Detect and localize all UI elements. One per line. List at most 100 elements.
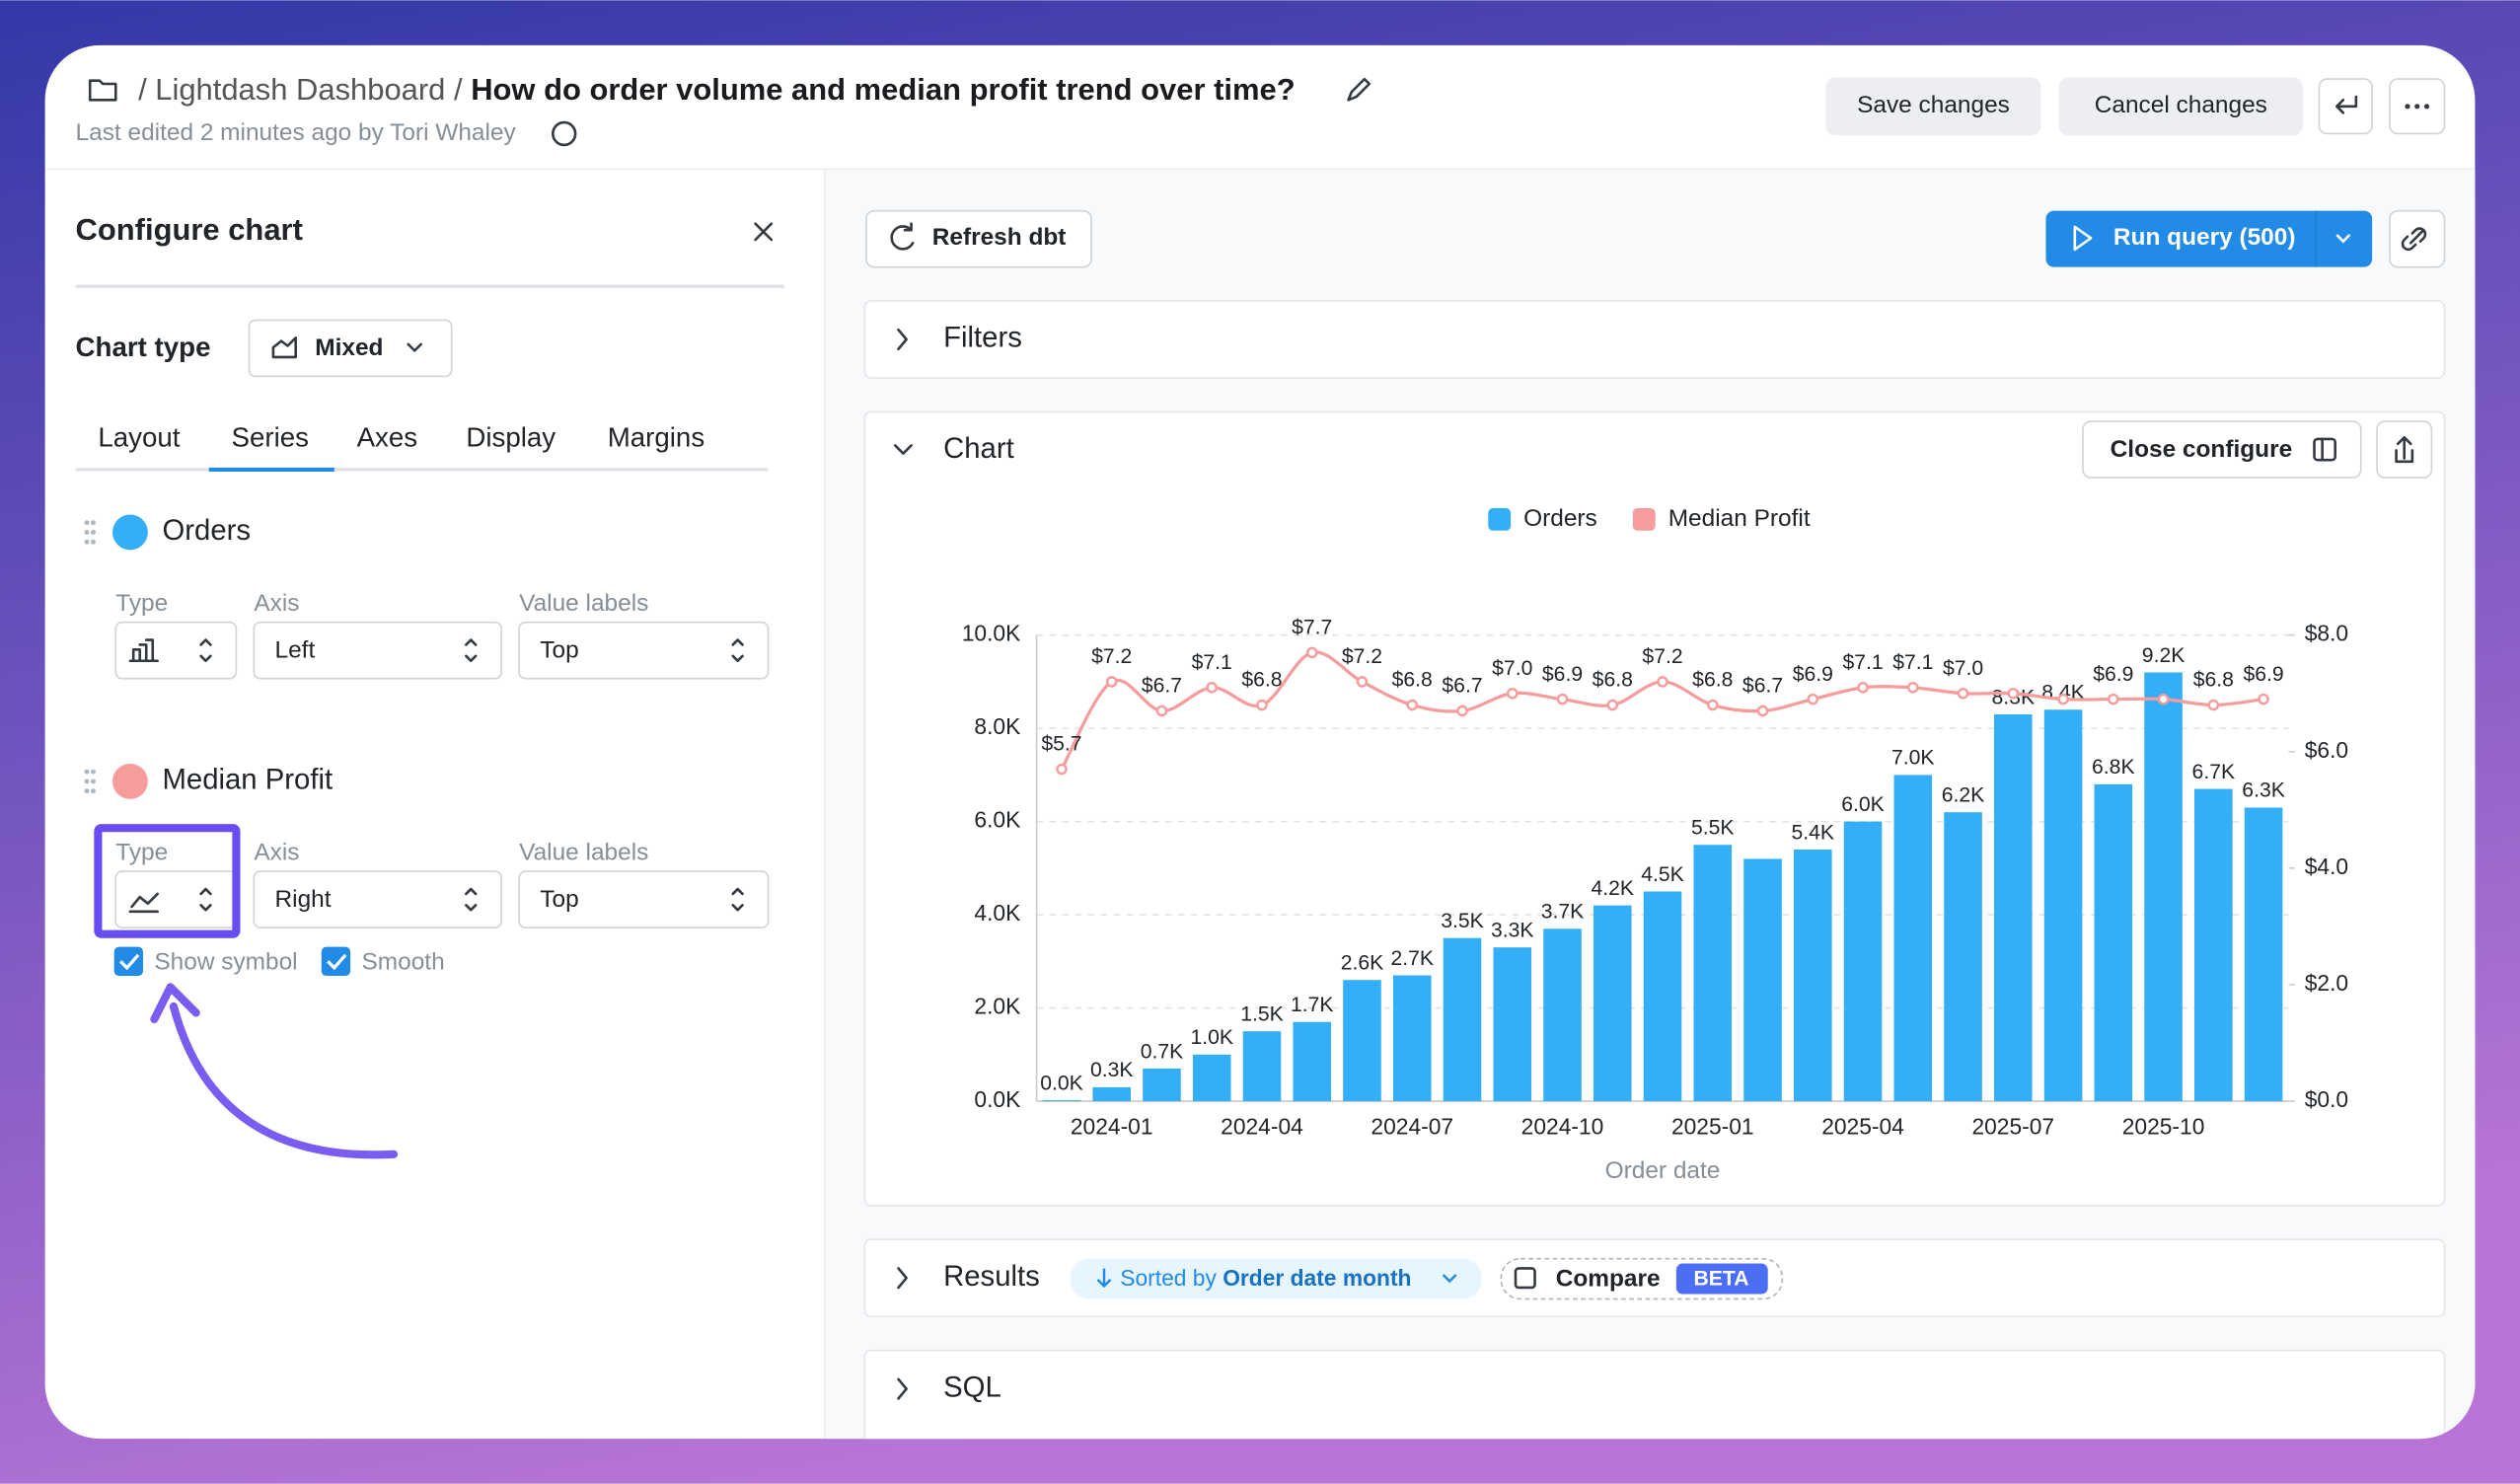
- drag-handle[interactable]: [91, 529, 96, 535]
- drag-handle[interactable]: [91, 539, 96, 545]
- chart-type-select-part[interactable]: [407, 342, 423, 352]
- results-section-part[interactable]: BETA: [1693, 1267, 1748, 1290]
- refresh-button[interactable]: Refresh dbt: [865, 209, 1092, 268]
- select-value: Left: [275, 636, 316, 663]
- bar-value-label: 6.8K: [2092, 756, 2135, 779]
- select[interactable]: [518, 870, 770, 928]
- sort-badge-part[interactable]: Order date month: [1223, 1265, 1411, 1291]
- tab[interactable]: Display: [466, 421, 556, 452]
- drag-handle[interactable]: [84, 529, 90, 535]
- save-button[interactable]: Save changes: [1825, 77, 2041, 136]
- drag-handle[interactable]: [91, 779, 96, 784]
- run-query-button-part[interactable]: Run query (500): [2113, 224, 2296, 251]
- more-button[interactable]: [2389, 78, 2446, 135]
- sort-badge[interactable]: Sorted by Order date month: [1120, 1265, 1411, 1291]
- sql-section-part[interactable]: [897, 1377, 908, 1400]
- checkbox[interactable]: [321, 946, 351, 976]
- drag-handle[interactable]: [91, 769, 96, 775]
- select[interactable]: [518, 621, 770, 680]
- sql-section-part[interactable]: [863, 1349, 2446, 1463]
- select[interactable]: [114, 870, 238, 928]
- refresh-button-part[interactable]: [865, 209, 1092, 268]
- filters-section[interactable]: Filters: [863, 300, 2446, 379]
- cancel-button-part[interactable]: [2058, 77, 2304, 136]
- save-button-part[interactable]: Save changes: [1857, 92, 2010, 118]
- checkbox-label[interactable]: Show symbol: [154, 948, 297, 975]
- bar-value-label: 2.7K: [1390, 947, 1434, 970]
- results-section-part[interactable]: [1096, 1268, 1112, 1289]
- tab[interactable]: Margins: [608, 421, 704, 452]
- sort-badge-part[interactable]: Sorted by: [1120, 1265, 1223, 1291]
- results-section-part[interactable]: [1514, 1267, 1536, 1290]
- drag-handle[interactable]: [84, 788, 90, 794]
- drag-handle[interactable]: [84, 520, 90, 526]
- link-button-part[interactable]: [2389, 209, 2446, 268]
- results-section-part[interactable]: Results: [943, 1260, 1040, 1293]
- cancel-button-part[interactable]: Cancel changes: [2095, 92, 2267, 118]
- link-button-part[interactable]: [2401, 227, 2427, 252]
- tab[interactable]: Layout: [98, 421, 180, 452]
- more-button-part[interactable]: [2414, 104, 2420, 110]
- select[interactable]: [253, 870, 503, 928]
- close-configure-button-part[interactable]: Close configure: [2111, 436, 2293, 463]
- chart-section-title[interactable]: Chart: [943, 432, 1014, 465]
- tab[interactable]: Series: [232, 421, 309, 452]
- cancel-button[interactable]: Cancel changes: [2058, 77, 2304, 136]
- chart-type-select-part[interactable]: Mixed: [315, 334, 383, 361]
- filters-section-part[interactable]: [863, 300, 2446, 379]
- undo-button-part[interactable]: [2335, 95, 2358, 114]
- checkbox-label[interactable]: Smooth: [361, 948, 444, 975]
- legend-label[interactable]: Median Profit: [1668, 505, 1811, 532]
- line-point: [2207, 699, 2220, 711]
- breadcrumb-path[interactable]: / Lightdash Dashboard /: [138, 72, 471, 107]
- edit-icon[interactable]: [1347, 77, 1371, 102]
- chart-type-select-part[interactable]: [248, 319, 453, 378]
- drag-handle[interactable]: [84, 539, 90, 545]
- close-configure-button-part[interactable]: [2313, 437, 2336, 462]
- results-section-part[interactable]: [1070, 1258, 1482, 1299]
- line-value-label: $6.7: [1742, 675, 1783, 698]
- sql-section[interactable]: SQL: [863, 1349, 2446, 1463]
- run-query-button-part[interactable]: [2335, 234, 2351, 244]
- info-icon[interactable]: [552, 120, 577, 147]
- line-value-label: $6.9: [2093, 663, 2133, 686]
- results-section[interactable]: Results Sorted by Order date month Compa…: [863, 1238, 2446, 1318]
- more-button-part[interactable]: [2423, 104, 2430, 110]
- drag-handle[interactable]: [84, 769, 90, 775]
- run-query-button-part[interactable]: [2073, 225, 2093, 252]
- close-configure-button-part[interactable]: [2082, 420, 2362, 479]
- series-color[interactable]: [112, 763, 148, 799]
- save-button-part[interactable]: [1825, 77, 2041, 136]
- filters-section-part[interactable]: Filters: [943, 322, 1022, 354]
- chart-type-select-part[interactable]: [271, 336, 298, 359]
- legend-label[interactable]: Orders: [1523, 505, 1597, 532]
- share-button[interactable]: [2376, 420, 2433, 479]
- run-query-button-part[interactable]: [2045, 210, 2373, 267]
- tab[interactable]: Axes: [357, 421, 418, 452]
- drag-handle[interactable]: [84, 779, 90, 784]
- results-section-part[interactable]: [897, 1267, 908, 1290]
- refresh-button-part[interactable]: [890, 222, 915, 251]
- collapse-icon[interactable]: [893, 444, 913, 455]
- run-query-button[interactable]: Run query (500): [2045, 210, 2373, 267]
- undo-button[interactable]: [2318, 78, 2373, 135]
- drag-handle[interactable]: [91, 788, 96, 794]
- results-section-part[interactable]: [1675, 1263, 1768, 1295]
- bar: [1994, 713, 2033, 1102]
- share-button-part[interactable]: [2395, 436, 2414, 464]
- sql-section-part[interactable]: SQL: [943, 1371, 1001, 1403]
- series-color[interactable]: [112, 514, 148, 551]
- results-section-part[interactable]: Compare: [1556, 1265, 1661, 1292]
- checkbox[interactable]: [113, 946, 143, 976]
- drag-handle[interactable]: [91, 520, 96, 526]
- more-button-part[interactable]: [2405, 104, 2410, 110]
- close-icon[interactable]: [754, 222, 774, 242]
- close-configure-button[interactable]: Close configure: [2082, 420, 2362, 479]
- select[interactable]: [253, 621, 503, 680]
- chart-type-select[interactable]: Mixed: [248, 319, 453, 378]
- select[interactable]: [114, 621, 238, 680]
- filters-section-part[interactable]: [897, 328, 908, 351]
- results-section-part[interactable]: [1442, 1274, 1457, 1284]
- refresh-button-part[interactable]: Refresh dbt: [932, 224, 1067, 251]
- link-button[interactable]: [2389, 209, 2446, 268]
